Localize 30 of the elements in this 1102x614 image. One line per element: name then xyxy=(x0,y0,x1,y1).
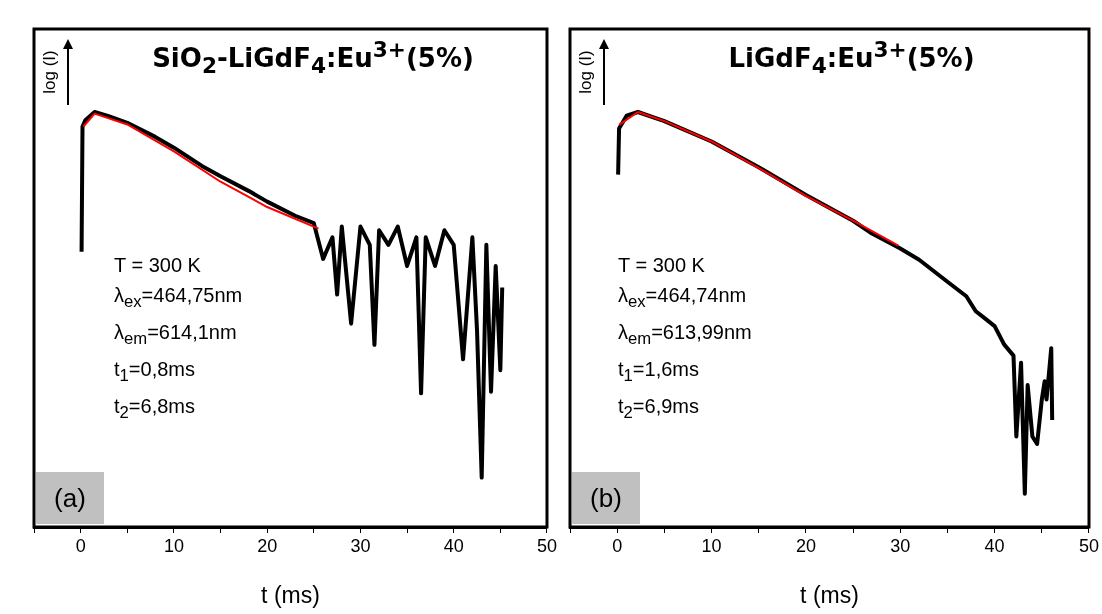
annotation: T = 300 K xyxy=(114,253,202,278)
x-tick-label: 10 xyxy=(701,535,722,556)
x-tick-label: 20 xyxy=(795,535,816,556)
x-tick-label: 0 xyxy=(612,535,623,556)
annotation: λ$_{em}$=614,1nm xyxy=(114,320,238,350)
annotation: (a) xyxy=(36,472,104,524)
x-tick-label: 30 xyxy=(890,535,911,556)
chart-title: LiGdF$_{4}$:Eu$^{3+}$(5%) xyxy=(727,37,976,78)
x-axis-title: t (ms) xyxy=(800,581,859,608)
x-tick-label: 20 xyxy=(257,535,278,556)
annotation: λ$_{ex}$=464,75nm xyxy=(114,283,243,313)
x-tick-label: 10 xyxy=(163,535,184,556)
annotation: (b) xyxy=(572,472,640,524)
x-tick-label: 50 xyxy=(536,535,557,556)
x-tick-label: 40 xyxy=(984,535,1005,556)
y-axis-title: log (I) xyxy=(40,50,60,94)
x-axis-title: t (ms) xyxy=(261,581,320,608)
x-tick-label: 0 xyxy=(75,535,86,556)
annotation: t$_{1}$=0,8ms xyxy=(114,357,196,387)
x-tick-label: 30 xyxy=(350,535,371,556)
annotation: T = 300 K xyxy=(618,253,706,278)
x-tick-label: 50 xyxy=(1078,535,1099,556)
annotation: t$_{2}$=6,9ms xyxy=(618,394,700,424)
annotation: t$_{2}$=6,8ms xyxy=(114,394,196,424)
y-axis-title: log (I) xyxy=(576,50,596,94)
x-tick-label: 40 xyxy=(443,535,464,556)
annotation: t$_{1}$=1,6ms xyxy=(618,357,700,387)
chart-title: SiO$_{2}$-LiGdF$_{4}$:Eu$^{3+}$(5%) xyxy=(151,37,475,78)
annotation: λ$_{ex}$=464,74nm xyxy=(618,283,748,313)
annotation: λ$_{em}$=613,99nm xyxy=(618,320,752,350)
